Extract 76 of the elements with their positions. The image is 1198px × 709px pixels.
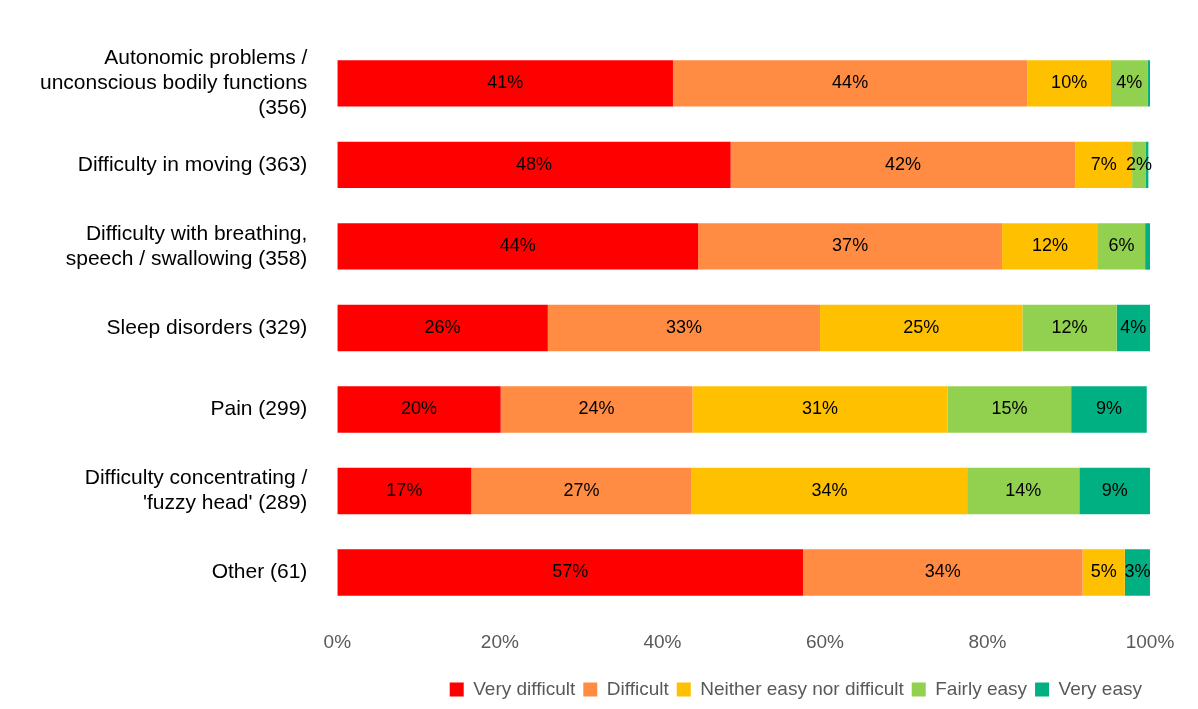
data-label: 31% [802,398,839,419]
data-label: 14% [1005,479,1042,500]
legend-label: Very difficult [473,677,577,699]
bar [337,60,673,107]
bar [1145,223,1150,270]
x-tick-label: 100% [1125,630,1175,652]
x-tick-label: 20% [480,630,519,652]
bar [692,386,948,433]
data-label: 44% [832,72,869,93]
bar [820,304,1023,352]
y-tick-label: Sleep disorders (329) [106,314,308,338]
bar [967,467,1080,515]
bar [1002,223,1098,270]
data-label: 9% [1101,479,1128,500]
y-tick-label: Autonomic problems / unconscious bodily functions (356) [39,44,308,119]
legend-label: Neither easy nor difficult [700,677,905,699]
bar [730,141,1076,189]
data-label: 57% [552,561,589,582]
bar [947,386,1072,433]
bar [337,141,731,189]
data-label: 20% [400,398,438,419]
data-label: 17% [386,479,423,500]
data-label: 37% [832,235,869,256]
x-tick-label: 60% [805,630,845,652]
data-label: 25% [903,316,940,337]
x-tick-label: 40% [643,630,682,652]
data-label: 4% [1116,72,1143,93]
bar [500,386,693,433]
bar [337,304,548,352]
y-tick-label: Difficulty concentrating / 'fuzzy head' (289) [84,465,308,514]
bar [691,467,968,515]
data-label: 26% [424,316,461,337]
legend-label: Difficult [606,677,670,699]
bar [1022,304,1117,352]
bar [337,549,803,596]
bar [698,223,1003,270]
bar [802,549,1083,596]
data-label: 6% [1108,235,1135,256]
data-label: 10% [1051,72,1088,93]
data-label: 27% [563,479,600,500]
bar [337,223,699,270]
legend-label: Fairly easy [935,677,1028,699]
x-tick-label: 80% [968,630,1007,652]
data-label: 33% [665,316,702,337]
data-label: 42% [884,153,921,174]
bar [471,467,692,515]
data-label: 24% [578,398,615,419]
data-label: 41% [487,72,524,93]
data-label: 3% [1124,561,1151,582]
bar [337,386,501,433]
data-label: 34% [924,561,961,582]
bar [1110,60,1148,107]
data-label: 7% [1090,153,1117,174]
bar [1079,467,1150,515]
bar [1082,549,1125,596]
bar [337,467,472,515]
y-tick-label: Difficulty in moving (363) [77,151,308,175]
bar [1097,223,1146,270]
data-label: 34% [811,479,848,500]
y-tick-label: Difficulty with breathing, speech / swallowing (358) [65,220,308,269]
data-label: 5% [1090,561,1117,582]
data-label: 12% [1032,235,1069,256]
y-tick-label: Pain (299) [210,396,308,420]
data-label: 44% [499,235,536,256]
data-label: 48% [515,153,553,174]
data-label: 9% [1095,398,1122,419]
data-label: 12% [1051,316,1088,337]
data-label: 15% [991,398,1028,419]
bar [672,60,1028,107]
y-tick-label: Other (61) [211,559,308,583]
bar [1071,386,1147,433]
legend-label: Very easy [1058,677,1143,699]
bar [1027,60,1111,107]
x-tick-label: 0% [323,630,352,652]
data-label: 4% [1120,316,1147,337]
bar [547,304,821,352]
